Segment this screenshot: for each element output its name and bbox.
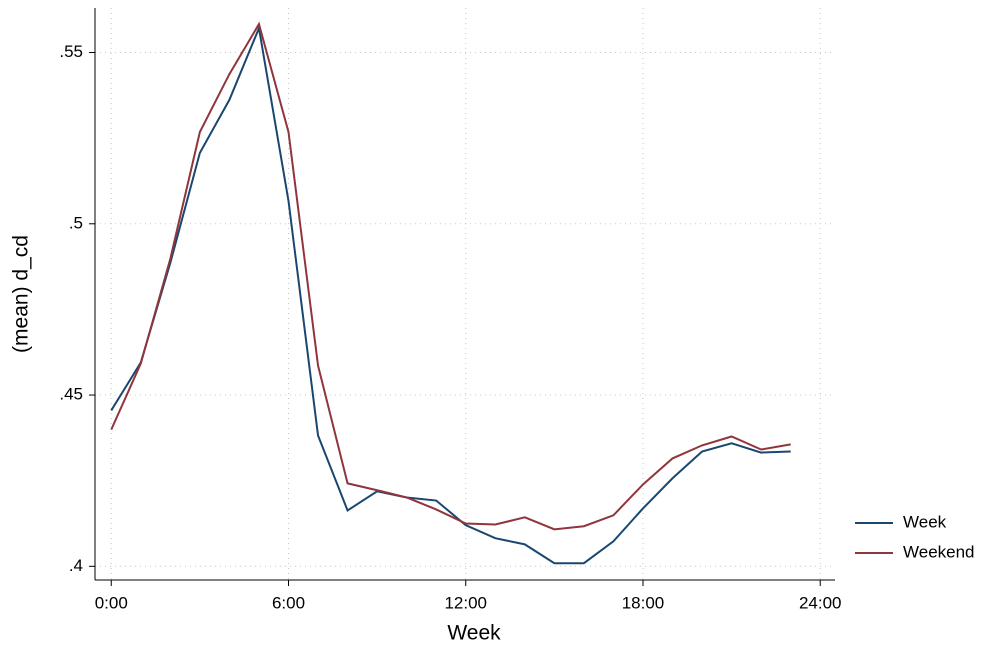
legend-label: Weekend <box>903 542 975 561</box>
x-tick-label: 6:00 <box>272 593 305 612</box>
x-tick-label: 0:00 <box>95 593 128 612</box>
y-tick-label: .5 <box>69 213 83 232</box>
y-axis-label: (mean) d_cd <box>10 235 33 353</box>
legend-label: Week <box>903 512 947 531</box>
x-axis-label: Week <box>447 622 501 645</box>
y-tick-label: .45 <box>59 385 83 404</box>
x-tick-label: 18:00 <box>622 593 665 612</box>
x-tick-label: 24:00 <box>799 593 842 612</box>
y-tick-label: .55 <box>59 42 83 61</box>
line-series <box>110 21 791 531</box>
x-tick-label: 12:00 <box>444 593 487 612</box>
y-tick-label: .4 <box>69 556 83 575</box>
line-series <box>110 24 791 565</box>
